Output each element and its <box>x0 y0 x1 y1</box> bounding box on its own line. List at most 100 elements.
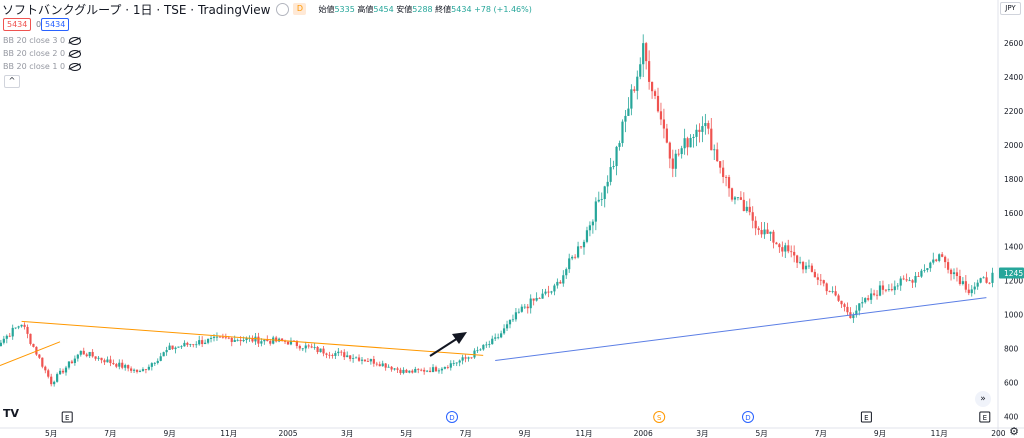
candle <box>476 346 479 353</box>
eye-crossed-icon[interactable] <box>69 36 82 45</box>
time-tick-label: 7月 <box>104 429 116 438</box>
candle <box>952 268 956 280</box>
low-value: 5288 <box>412 4 433 14</box>
candle <box>982 276 985 279</box>
candle <box>514 307 518 322</box>
candle <box>852 312 855 323</box>
trendline-short <box>0 341 61 367</box>
time-tick-label: 11月 <box>931 429 948 438</box>
candle <box>719 161 722 174</box>
candle <box>165 346 168 356</box>
tradingview-logo[interactable]: TV <box>3 407 20 420</box>
open-label: 始値 <box>318 4 335 14</box>
candle <box>91 349 94 358</box>
symbol-title[interactable]: ソフトバンクグループ · 1日 · TSE · TradingView <box>2 2 271 17</box>
candle <box>85 352 88 358</box>
candle <box>686 136 689 156</box>
candle <box>878 280 882 297</box>
time-tick-label: 3月 <box>696 429 708 438</box>
candle <box>103 358 106 365</box>
candle <box>325 352 328 359</box>
candle <box>378 361 381 367</box>
candle <box>816 273 819 286</box>
candle <box>159 352 162 362</box>
candle <box>932 252 935 265</box>
candle <box>579 246 583 249</box>
scroll-to-realtime-button[interactable]: » <box>975 391 991 407</box>
event-marker-d[interactable]: D <box>446 411 458 423</box>
candle <box>366 357 370 362</box>
candle <box>908 277 911 282</box>
candle <box>559 280 562 284</box>
candle <box>810 263 814 273</box>
event-marker-e[interactable]: E <box>61 411 73 423</box>
candle <box>568 253 571 273</box>
candle <box>141 367 145 372</box>
interval-label[interactable]: 1日 <box>132 2 153 17</box>
last-price-label: 1245 <box>1004 269 1023 278</box>
double-chevron-right-icon: » <box>980 394 986 404</box>
buy-price-button[interactable]: 5434 <box>41 18 70 31</box>
market-status-icon[interactable] <box>276 2 290 16</box>
indicator-bb-2[interactable]: BB 20 close 2 0 <box>3 49 82 58</box>
candle <box>665 123 668 144</box>
collapse-indicators-button[interactable]: ^ <box>4 75 20 88</box>
candle <box>428 367 432 373</box>
eye-crossed-icon[interactable] <box>69 62 82 71</box>
indicator-bb-3[interactable]: BB 20 close 3 0 <box>3 36 82 45</box>
time-tick-label: 2005 <box>278 429 297 438</box>
currency-button[interactable]: JPY <box>1000 2 1021 15</box>
eye-crossed-icon[interactable] <box>69 49 82 58</box>
candle <box>754 216 757 236</box>
candle <box>304 341 307 353</box>
event-marker-e[interactable]: E <box>860 411 872 423</box>
candle <box>801 260 805 274</box>
candle <box>162 351 165 357</box>
candle <box>491 335 494 345</box>
candle <box>473 348 476 359</box>
time-tick-label: 7月 <box>815 429 827 438</box>
gear-icon[interactable]: ⚙ <box>1009 425 1019 438</box>
candle <box>88 351 91 358</box>
candle <box>896 283 899 290</box>
event-marker-e[interactable]: E <box>979 411 991 423</box>
candle <box>263 339 266 345</box>
candle <box>970 285 973 297</box>
candle <box>722 160 725 184</box>
price-tick-label: 1200 <box>1004 277 1023 286</box>
candle <box>793 245 796 263</box>
event-marker-d[interactable]: D <box>742 411 754 423</box>
indicator-label: BB 20 close 2 0 <box>3 49 66 58</box>
candle <box>769 231 772 242</box>
candle <box>553 283 556 296</box>
candle <box>668 141 671 169</box>
candle <box>343 349 346 361</box>
candle <box>352 354 355 363</box>
annotation-arrow[interactable] <box>429 332 467 357</box>
candle <box>177 346 180 348</box>
sell-price-button[interactable]: 5434 <box>3 18 32 31</box>
candle <box>100 357 103 364</box>
candle <box>955 267 959 282</box>
indicator-bb-1[interactable]: BB 20 close 1 0 <box>3 62 82 71</box>
candle <box>944 255 947 269</box>
candle <box>804 262 808 274</box>
candle <box>618 140 621 151</box>
candle <box>41 357 44 369</box>
candle <box>313 343 316 350</box>
candle <box>707 120 710 135</box>
candle <box>405 368 408 374</box>
candle <box>508 319 512 329</box>
data-badge[interactable]: D <box>293 3 307 15</box>
candle <box>858 303 861 316</box>
symbol-name: ソフトバンクグループ <box>2 2 122 17</box>
candle <box>656 87 660 113</box>
event-marker-s[interactable]: S <box>653 411 666 423</box>
candle <box>375 361 378 367</box>
source-label: TradingView <box>197 2 271 17</box>
candle <box>612 160 615 170</box>
candle <box>381 360 384 367</box>
candle <box>138 369 142 373</box>
candle <box>576 241 580 259</box>
